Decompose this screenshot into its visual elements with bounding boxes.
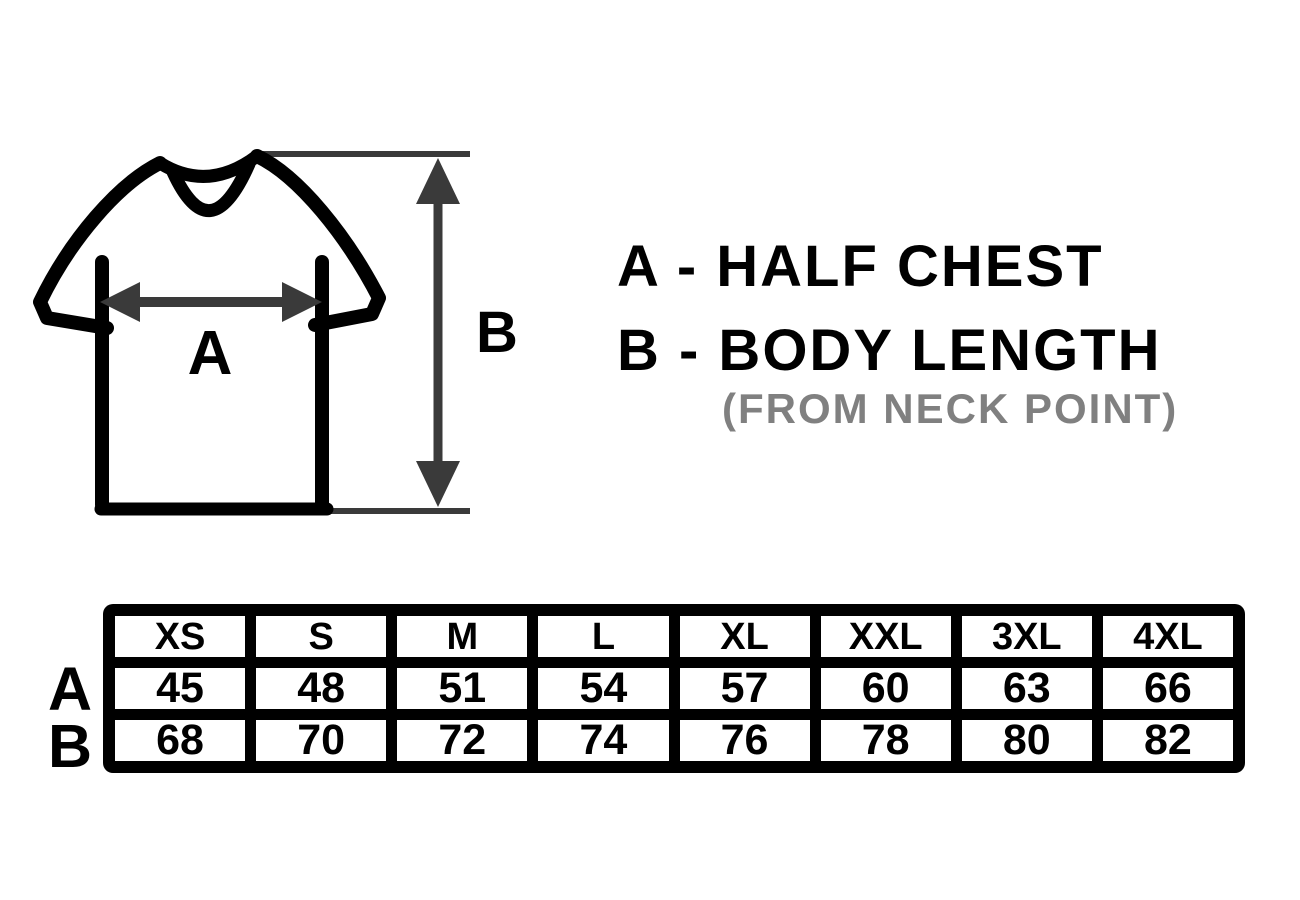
size-table: XS S M L XL XXL 3XL 4XL 45 48 51 54 57 6… — [103, 604, 1245, 773]
table-row-label-a: A — [47, 655, 93, 723]
size-col-header-l: L — [538, 616, 669, 657]
half-chest-value-m: 51 — [397, 668, 528, 709]
legend-body-length: B - BODY LENGTH — [617, 318, 1162, 383]
size-col-header-s: S — [256, 616, 387, 657]
tshirt-right-sleeve — [250, 149, 386, 332]
size-col-header-m: M — [397, 616, 528, 657]
size-col-header-xl: XL — [679, 616, 810, 657]
half-chest-arrow — [100, 282, 322, 322]
body-length-value-s: 70 — [256, 720, 387, 761]
body-length-arrow — [416, 158, 460, 507]
size-col-header-xs: XS — [115, 616, 246, 657]
legend-body-length-note: (FROM NECK POINT) — [722, 385, 1179, 432]
tshirt-left-sleeve — [33, 156, 167, 335]
half-chest-value-xs: 45 — [115, 668, 246, 709]
diagram-label-b: B — [476, 300, 518, 365]
half-chest-arrowhead-right — [282, 282, 322, 322]
half-chest-value-s: 48 — [256, 668, 387, 709]
legend-half-chest: A - HALF CHEST — [617, 234, 1104, 299]
body-length-value-xl: 76 — [679, 720, 810, 761]
half-chest-value-l: 54 — [538, 668, 669, 709]
body-length-value-xs: 68 — [115, 720, 246, 761]
half-chest-value-4xl: 66 — [1102, 668, 1233, 709]
size-col-header-4xl: 4XL — [1102, 616, 1233, 657]
half-chest-value-3xl: 63 — [961, 668, 1092, 709]
diagram-label-a: A — [188, 319, 233, 388]
body-length-value-l: 74 — [538, 720, 669, 761]
size-col-header-xxl: XXL — [820, 616, 951, 657]
table-row-label-b: B — [47, 712, 93, 780]
half-chest-arrowhead-left — [100, 282, 140, 322]
tshirt-collar-neckline — [166, 157, 256, 218]
body-length-value-3xl: 80 — [961, 720, 1092, 761]
size-col-header-3xl: 3XL — [961, 616, 1092, 657]
body-length-value-xxl: 78 — [820, 720, 951, 761]
tshirt-measurement-diagram: A B — [33, 149, 518, 516]
body-length-value-m: 72 — [397, 720, 528, 761]
body-length-arrowhead-bottom — [416, 461, 460, 507]
half-chest-value-xl: 57 — [679, 668, 810, 709]
body-length-value-4xl: 82 — [1102, 720, 1233, 761]
body-length-arrowhead-top — [416, 158, 460, 204]
half-chest-value-xxl: 60 — [820, 668, 951, 709]
